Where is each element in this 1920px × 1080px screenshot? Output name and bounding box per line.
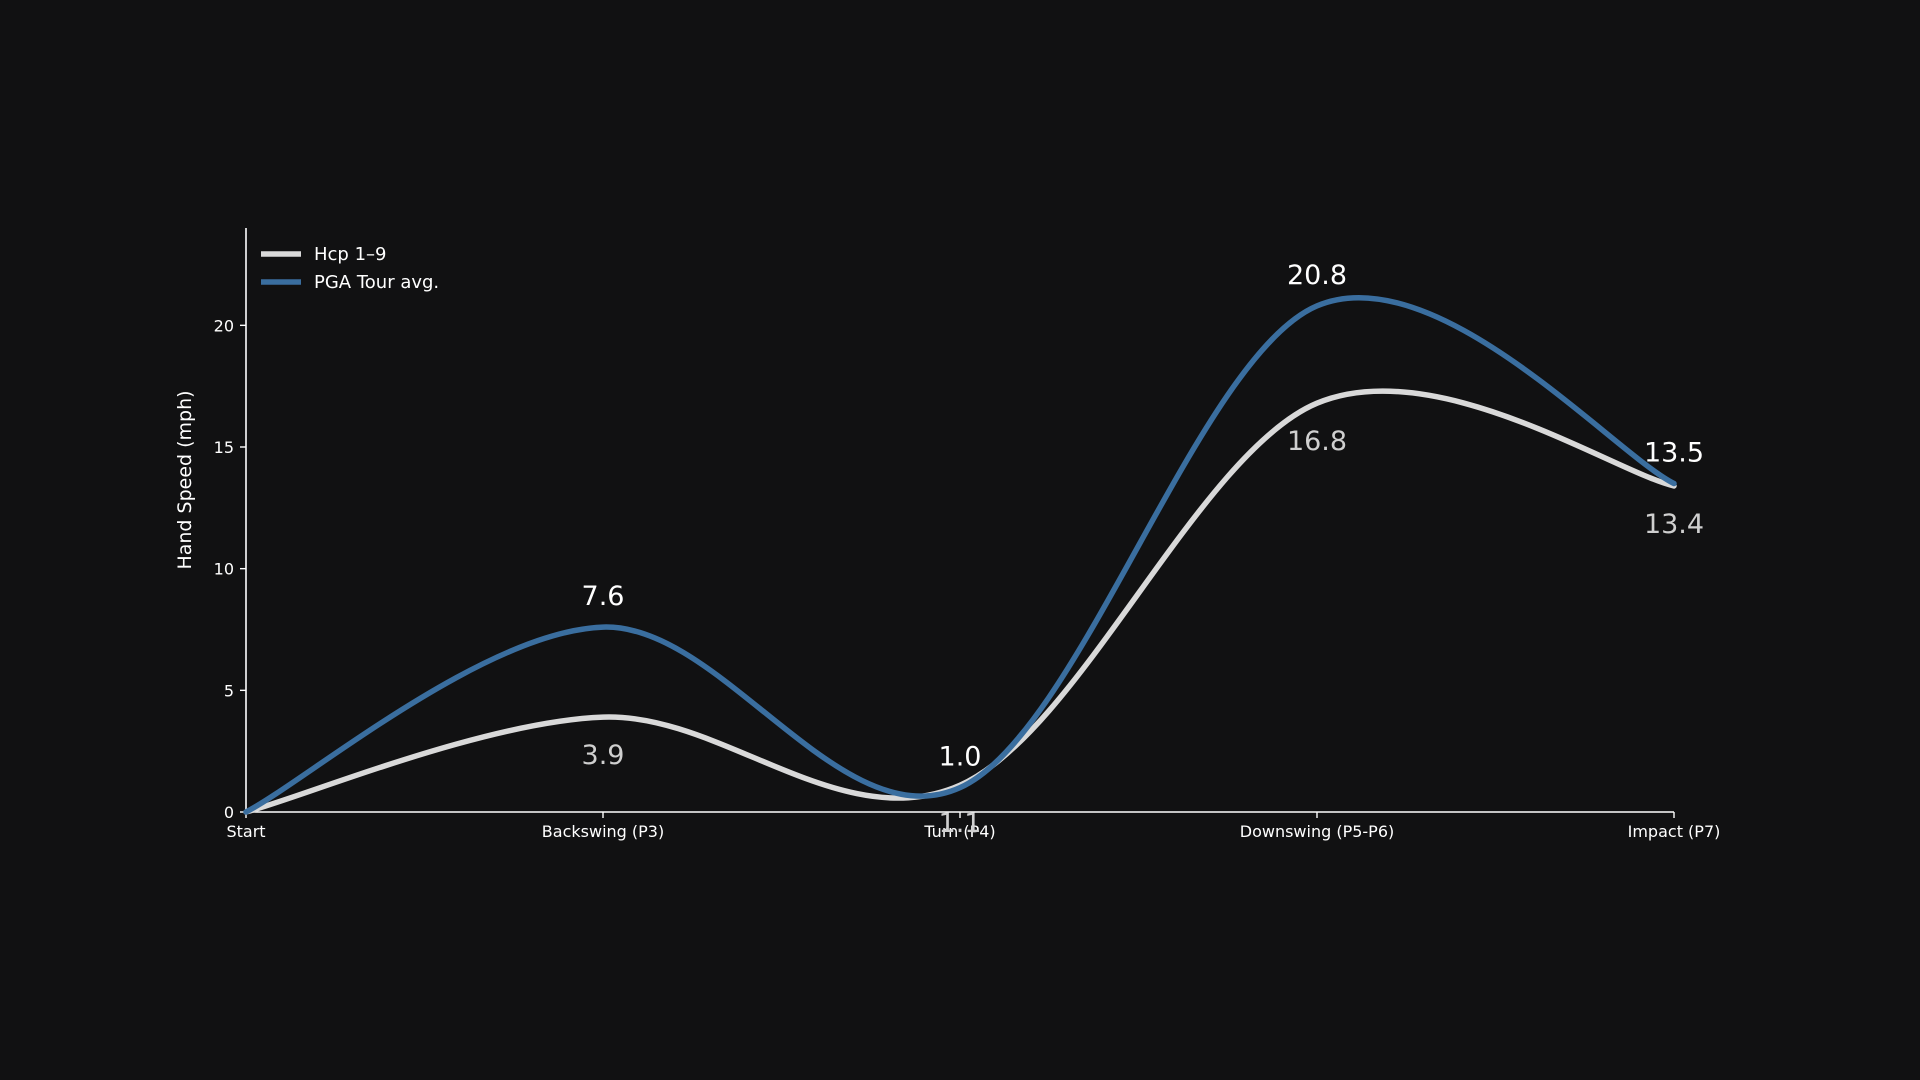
y-tick-label: 15 (214, 438, 234, 457)
x-tick-label: Backswing (P3) (542, 822, 664, 841)
data-label: 1.0 (939, 742, 982, 773)
y-tick-label: 0 (224, 803, 234, 822)
legend-label: Hcp 1–9 (314, 244, 386, 265)
x-tick-label: Turn (P4) (923, 822, 995, 841)
legend: Hcp 1–9 PGA Tour avg. (261, 244, 439, 293)
series-lines (243, 295, 1677, 815)
y-tick-label: 10 (214, 560, 234, 579)
y-axis-title: Hand Speed (mph) (174, 390, 196, 569)
y-tick-label: 20 (214, 316, 234, 335)
data-label: 1.1 (939, 808, 982, 839)
x-tick-label: Impact (P7) (1628, 822, 1721, 841)
series-line-pga-tour-avg (243, 295, 1677, 815)
data-label: 20.8 (1287, 260, 1347, 291)
data-label: 3.9 (582, 740, 625, 771)
data-label: 13.4 (1644, 509, 1704, 540)
data-labels: 3.9 1.1 16.8 13.4 7.6 1.0 20.8 13.5 (582, 260, 1705, 839)
data-label: 7.6 (582, 581, 625, 612)
x-tick-label: Start (226, 822, 265, 841)
axes: 0 5 10 15 20 Start Backswing (P3) Turn (P4) Down… (174, 228, 1720, 841)
data-label: 16.8 (1287, 426, 1347, 457)
legend-label: PGA Tour avg. (314, 272, 439, 293)
y-tick-label: 5 (224, 681, 234, 700)
x-tick-label: Downswing (P5-P6) (1240, 822, 1395, 841)
data-label: 13.5 (1644, 438, 1704, 469)
